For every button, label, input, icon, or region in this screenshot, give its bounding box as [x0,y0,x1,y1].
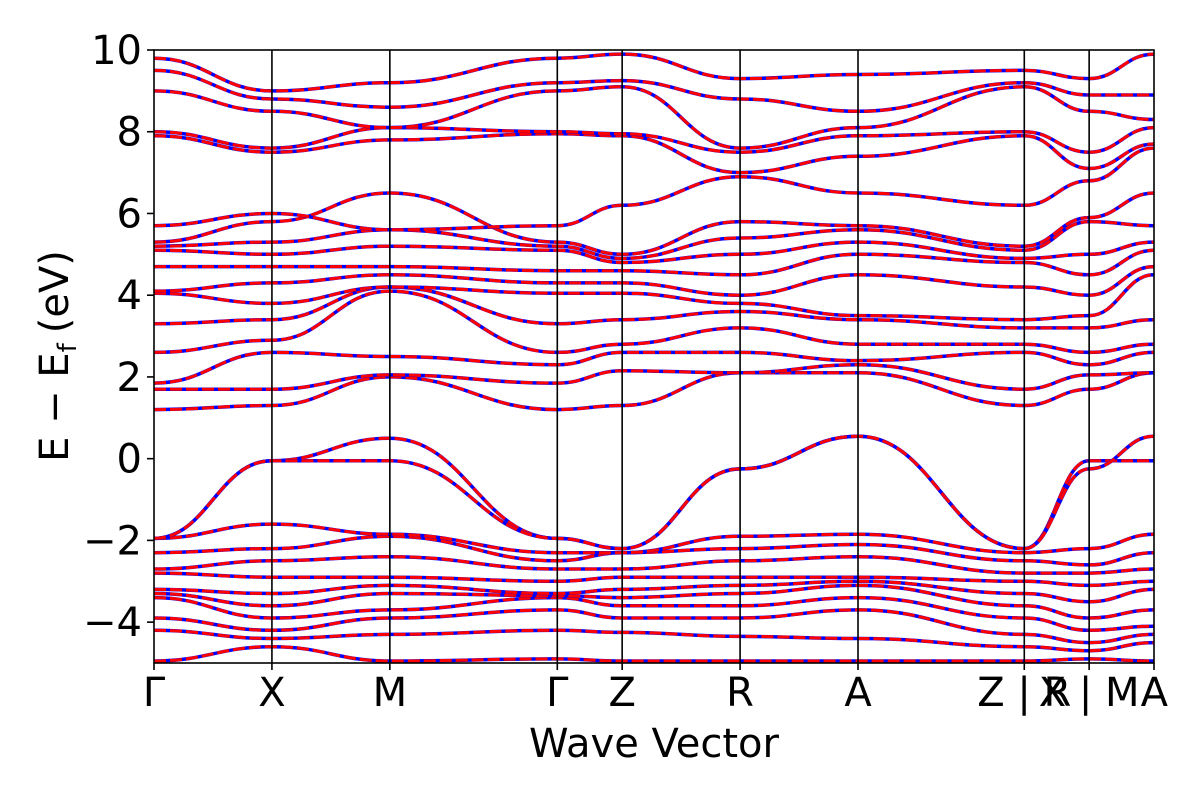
band-line-fit [1089,371,1154,391]
y-tick-label: 10 [91,28,142,74]
band-line-fit [154,289,1025,354]
band-line-fit [1024,467,1090,551]
y-tick-label: −4 [83,600,142,646]
band-line-fit [1088,273,1154,318]
band-line-fit [1089,220,1154,228]
band-line-fit [1024,579,1090,587]
band-line-fit [1089,191,1154,220]
x-axis-label: Wave Vector [529,721,780,767]
x-tick-label: X | M [1039,670,1140,716]
band-line-dft [154,434,1027,551]
x-tick-label: R [726,670,754,716]
band-line-fit [1089,248,1154,277]
y-tick-label: −2 [83,518,142,564]
plot-frame [153,49,1155,664]
y-tick-label: 4 [117,273,142,319]
band-line-fit [1024,645,1090,653]
band-line-fit [1089,142,1154,170]
y-tick-label: 6 [117,191,142,237]
band-line-fit [1024,547,1090,555]
band-line-fit [1089,624,1154,632]
band-line-fit [1024,216,1090,248]
band-lines [154,52,1154,663]
band-line-fit [1089,608,1154,620]
band-line-fit [1089,551,1154,567]
band-line-fit [154,571,1025,583]
band-line-fit [1089,532,1154,551]
band-line-fit [1089,434,1154,471]
band-line-fit [1089,657,1154,663]
band-line-fit [154,645,1025,663]
x-tick-label: Γ [143,670,166,716]
band-line-fit [1024,632,1090,645]
band-line-fit [154,285,1025,322]
x-tick-label: A [844,670,872,716]
band-line-fit [154,85,1025,150]
band-line-fit [1024,285,1090,297]
band-line-fit [1024,373,1090,391]
band-line-fit [1024,592,1090,604]
band-line-dft [154,434,1027,551]
band-line-fit [1089,318,1154,330]
band-line-fit [1089,641,1154,653]
y-axis-label: E − Ef (eV) [32,250,83,462]
y-tick-label: 0 [117,437,142,483]
band-line-fit [1024,179,1090,207]
x-tick-label: M [373,670,408,716]
band-line-fit [154,126,1025,154]
band-line-fit [1089,265,1154,297]
x-tick-label: Γ [546,670,569,716]
band-line-fit [1024,130,1090,154]
band-line-fit [1024,350,1090,367]
x-tick-label: Z [608,670,635,716]
band-line-fit [1089,350,1154,367]
band-line-fit [1024,220,1090,252]
band-line-fit [1089,632,1154,645]
x-tick-label: Z | R [977,670,1071,716]
band-line-fit [1089,52,1154,81]
band-line-fit [154,434,1025,551]
band-line-fit [1024,604,1090,620]
band-line-fit [154,175,1025,232]
y-tick-label: 8 [117,110,142,156]
y-axis-label-group: E − Ef (eV) [32,250,83,462]
band-line-dft [154,85,1027,150]
band-line-fit [1089,371,1154,377]
band-line-fit [1024,85,1090,113]
band-line-fit [154,434,1025,551]
band-line-fit [1089,342,1154,354]
band-line-fit [1024,616,1090,632]
y-tick-label: 2 [117,355,142,401]
band-line-fit [1089,567,1154,575]
band-line-fit [1024,68,1090,81]
y-axis-ticks: −4 −2 0 2 4 6 8 10 [83,28,154,646]
band-line-fit [1024,342,1090,354]
band-line-dft [154,52,1027,93]
x-tick-label: X [258,670,285,716]
y-axis-label-unit: (eV) [32,250,78,333]
band-line-fit [1089,146,1154,183]
band-line-fit [1024,134,1090,170]
y-axis-label-main: E − E [32,352,78,462]
band-line-fit [154,628,1025,649]
band-line-fit [1024,252,1090,260]
band-line-fit [1089,126,1154,154]
band-line-fit [1024,559,1090,567]
high-symmetry-lines [271,50,1090,663]
band-line-fit [1089,579,1154,587]
band-line-fit [1024,387,1090,407]
band-line-fit [1089,240,1154,256]
band-line-fit [1024,261,1090,277]
band-line-fit [1024,81,1090,97]
band-line-fit [1089,587,1154,604]
band-line-fit [1024,657,1090,663]
band-line-fit [1024,314,1090,322]
y-axis-label-subscript: f [53,342,83,352]
x-tick-label: A [1141,670,1169,716]
band-line-fit [1089,109,1154,121]
